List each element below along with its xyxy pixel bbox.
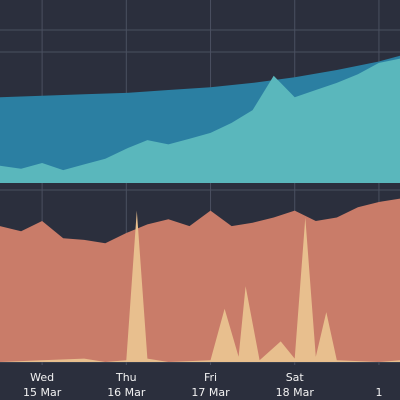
top-series-main-area — [0, 58, 400, 183]
x-tick-date-4: 1 — [375, 386, 382, 399]
bottom-area-chart — [0, 198, 400, 362]
x-tick-day-3: Sat — [286, 371, 305, 384]
x-tick-date-2: 17 Mar — [191, 386, 230, 399]
x-tick-date-1: 16 Mar — [107, 386, 146, 399]
x-tick-date-0: 15 Mar — [23, 386, 62, 399]
x-tick-date-3: 18 Mar — [276, 386, 315, 399]
x-tick-day-2: Fri — [204, 371, 217, 384]
bottom-series-peaks-area — [0, 210, 400, 362]
x-tick-day-1: Thu — [115, 371, 137, 384]
x-axis-tick-labels: Wed 15 Mar Thu 16 Mar Fri 17 Mar Sat 18 Mar 1 — [23, 371, 382, 399]
top-area-chart — [0, 55, 400, 184]
x-tick-day-0: Wed — [30, 371, 54, 384]
